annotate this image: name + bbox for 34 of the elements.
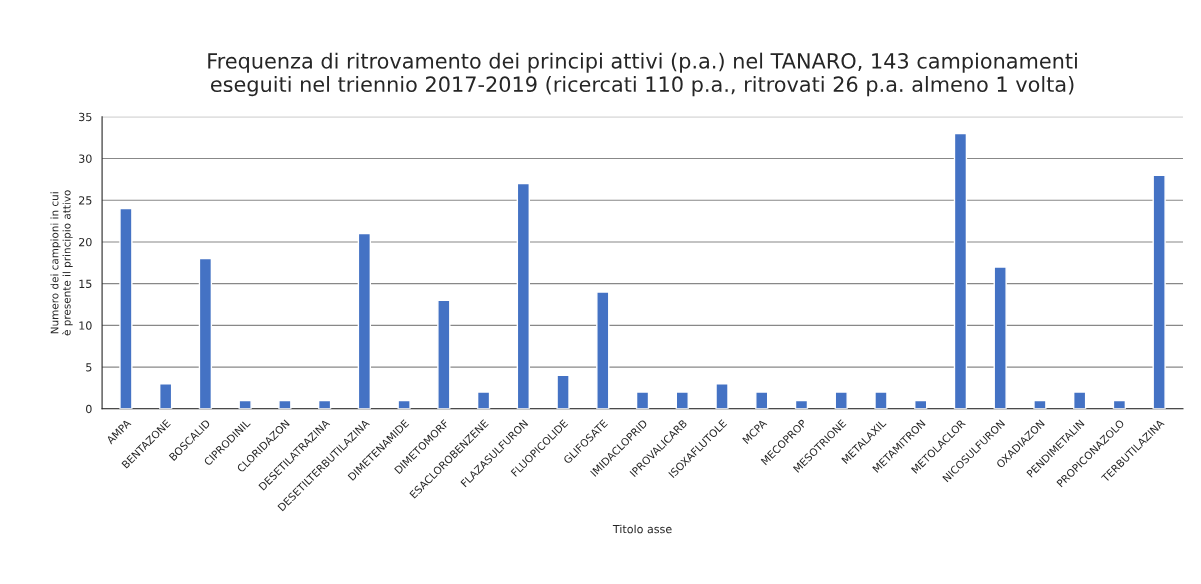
bar — [397, 399, 411, 409]
bar — [516, 182, 530, 409]
y-axis-title: Numero dei campioni in cui è presente il principio attivo — [50, 190, 73, 336]
chart-title: Frequenza di ritrovamento dei principi attivi (p.a.) nel TANARO, 143 campionamenti eseguiti nel triennio 2017-2019 (ricercati 110 p.a., ritrovati 26 p.a. almeno 1 volta) — [208, 52, 1077, 97]
bar — [476, 391, 491, 409]
bar — [119, 207, 133, 409]
bar — [357, 232, 372, 409]
bar — [993, 266, 1007, 409]
y-tick-label: 10 — [79, 321, 92, 330]
y-tick-label: 5 — [86, 363, 92, 372]
bar — [1073, 391, 1087, 409]
y-tick-label: 35 — [79, 112, 92, 122]
bar — [834, 391, 848, 409]
bar — [1152, 174, 1166, 409]
y-tick-label: 15 — [79, 279, 92, 289]
y-tick-label: 30 — [79, 154, 92, 163]
x-axis-title: Titolo asse — [612, 524, 672, 534]
bar — [675, 391, 689, 409]
bar — [755, 391, 769, 409]
bar — [238, 399, 252, 409]
bar — [596, 291, 610, 409]
bar — [159, 383, 173, 409]
bar — [278, 399, 292, 409]
bar — [953, 132, 968, 409]
bar — [874, 391, 888, 409]
bar — [437, 299, 451, 409]
bar — [715, 383, 729, 409]
y-tick-label: 0 — [86, 404, 92, 414]
bar — [556, 374, 570, 409]
bar — [198, 257, 213, 409]
y-tick-label: 20 — [79, 237, 92, 247]
y-tick-label: 25 — [79, 196, 92, 205]
bar — [635, 391, 650, 409]
bar — [1033, 399, 1047, 409]
